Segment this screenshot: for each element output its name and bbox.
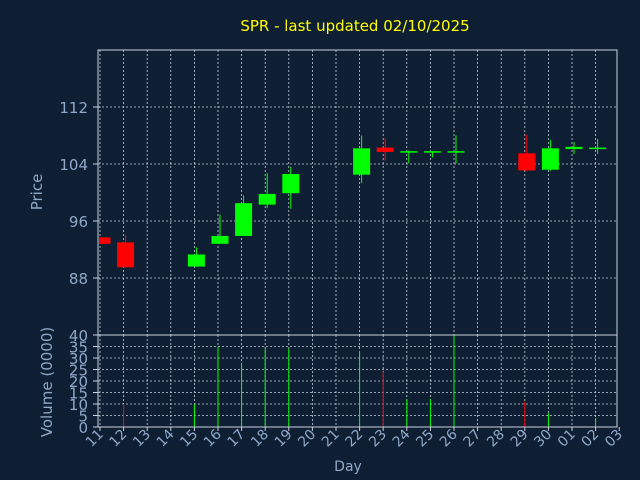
candle-body <box>518 153 536 171</box>
x-tick-label: 18 <box>248 427 272 451</box>
volume-y-tick-label: 20 <box>69 373 88 391</box>
x-tick-label: 14 <box>154 426 178 450</box>
candle <box>400 150 418 164</box>
x-tick-label: 15 <box>177 427 201 451</box>
candle-body <box>211 235 229 244</box>
volume-y-tick-label: 25 <box>69 362 88 380</box>
candle <box>187 247 205 267</box>
price-axis-label: Price <box>28 174 46 211</box>
candle <box>211 214 229 244</box>
x-tick-label: 21 <box>319 427 343 451</box>
candle-body <box>353 148 371 175</box>
price-y-tick-label: 104 <box>59 156 88 174</box>
candle <box>423 151 441 158</box>
volume-y-tick-label: 0 <box>78 419 88 437</box>
candle-body <box>282 173 300 194</box>
volume-grid <box>98 335 617 427</box>
candle <box>258 173 276 209</box>
price-panel-frame <box>97 49 618 336</box>
x-tick-label: 28 <box>484 427 508 451</box>
candle <box>447 135 465 164</box>
candle-body <box>99 237 111 244</box>
x-tick-label: 16 <box>201 426 225 450</box>
x-axis-label: Day <box>334 459 362 475</box>
x-axis-ticks: 11 12 13 14 15 16 17 18 19 20 21 22 23 24 25 26 27 28 29 30… <box>83 426 626 450</box>
candle-body <box>423 151 441 153</box>
x-tick-label: 26 <box>437 426 461 450</box>
x-tick-label: 17 <box>225 427 249 451</box>
x-tick-label: 23 <box>366 427 390 451</box>
candle-body <box>589 147 607 150</box>
volume-y-tick-label: 35 <box>69 339 88 357</box>
price-y-tick-label: 88 <box>69 270 88 288</box>
x-tick-label: 19 <box>272 427 296 451</box>
volume-bars <box>123 335 597 427</box>
candle <box>353 135 371 184</box>
chart-title: SPR - last updated 02/10/2025 <box>240 17 469 35</box>
candle <box>541 139 559 172</box>
candle <box>518 134 536 172</box>
volume-panel-frame <box>97 334 618 428</box>
price-y-tick-label: 112 <box>59 99 88 117</box>
x-tick-label: 25 <box>413 427 437 451</box>
candle-body <box>117 242 135 268</box>
volume-y-tick-label: 15 <box>69 385 88 403</box>
candle <box>117 235 135 268</box>
x-tick-label: 02 <box>579 427 603 451</box>
x-tick-label: 30 <box>531 427 555 451</box>
candle-body <box>258 193 276 205</box>
candle-body <box>541 148 559 170</box>
candle-body <box>376 147 394 152</box>
candle-body <box>235 203 253 236</box>
x-tick-label: 27 <box>461 427 485 451</box>
candles <box>99 134 607 268</box>
x-tick-label: 03 <box>602 427 626 451</box>
x-tick-label: 20 <box>295 427 319 451</box>
volume-y-tick-label: 30 <box>69 350 88 368</box>
x-tick-label: 13 <box>130 427 154 451</box>
volume-axis-label: Volume (0000) <box>38 327 56 437</box>
x-tick-label: 24 <box>390 426 414 450</box>
candle <box>376 138 394 161</box>
price-y-tick-label: 96 <box>69 213 88 231</box>
candle <box>235 195 253 236</box>
volume-y-tick-label: 5 <box>78 408 88 426</box>
volume-y-tick-label: 40 <box>69 327 88 345</box>
x-tick-label: 22 <box>343 427 367 451</box>
candle-body <box>565 146 583 150</box>
candle <box>565 141 583 155</box>
volume-y-tick-label: 10 <box>69 396 88 414</box>
x-tick-label: 29 <box>508 427 532 451</box>
x-tick-label: 01 <box>555 427 579 451</box>
price-grid <box>98 50 617 335</box>
candle-body <box>187 254 205 267</box>
candle-body <box>400 151 418 153</box>
candle <box>589 139 607 155</box>
candle <box>282 166 300 209</box>
candle <box>99 237 111 244</box>
price-y-ticks: 88 96 104 112 <box>59 99 98 288</box>
candle-body <box>447 151 465 153</box>
x-tick-label: 12 <box>107 427 131 451</box>
